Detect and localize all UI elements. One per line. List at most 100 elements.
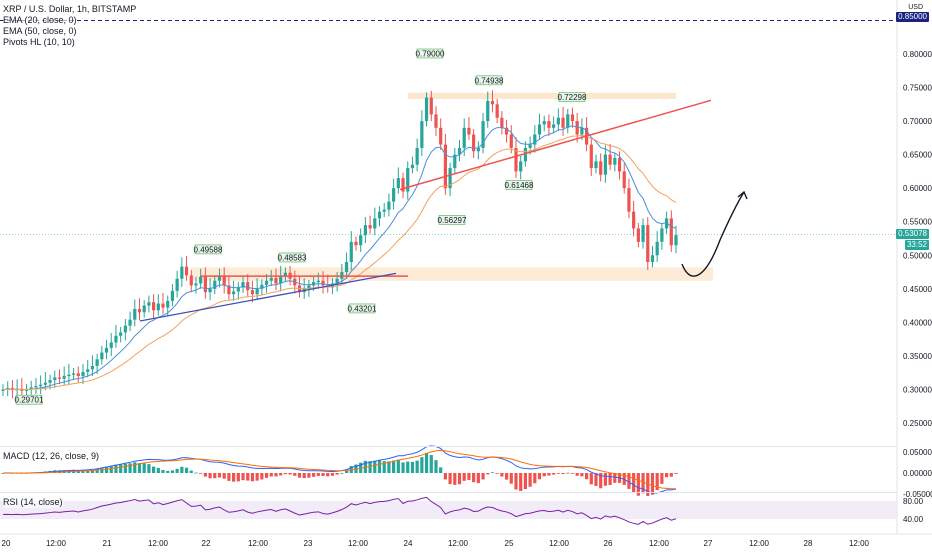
candle-body <box>646 225 650 262</box>
time-tick-label: 12:00 <box>749 539 770 548</box>
rsi-pane-divider[interactable] <box>0 492 897 493</box>
candle-body <box>260 284 264 289</box>
macd-bar <box>274 473 278 477</box>
time-tick-label: 12:00 <box>448 539 469 548</box>
macd-bar <box>133 462 137 473</box>
macd-bar <box>81 470 85 473</box>
macd-bar <box>486 473 490 475</box>
candle-body <box>269 278 273 281</box>
indicator-ema50-label[interactable]: EMA (50, close, 0) <box>3 26 77 37</box>
macd-bar <box>603 473 608 486</box>
macd-bar <box>443 473 447 480</box>
candle-body <box>443 144 447 189</box>
macd-tick-label: 0.00000 <box>903 469 932 478</box>
macd-bar <box>109 465 113 473</box>
candle-body <box>53 377 57 381</box>
candle-body <box>90 365 95 370</box>
candle-body <box>1 389 5 391</box>
price-tick-label: 0.80000 <box>903 50 932 59</box>
indicator-ema20-label[interactable]: EMA (20, close, 0) <box>3 15 77 26</box>
macd-bar <box>664 473 669 478</box>
pivot-label: 0.43201 <box>348 304 377 313</box>
macd-bar <box>627 473 631 489</box>
macd-bar <box>481 473 485 480</box>
macd-bar <box>260 473 264 480</box>
candle-body <box>655 241 659 256</box>
macd-bar <box>123 463 127 473</box>
candle-body <box>67 374 71 377</box>
candle-body <box>533 134 537 145</box>
macd-bar <box>128 463 132 473</box>
candle-body <box>279 276 283 284</box>
macd-bar <box>392 460 396 473</box>
time-tick-label: 24 <box>404 539 413 548</box>
macd-label[interactable]: MACD (12, 26, close, 9) <box>3 451 100 462</box>
macd-bar <box>674 473 678 474</box>
rsi-line <box>2 496 677 525</box>
price-tick-label: 0.75000 <box>903 84 932 93</box>
candle-body <box>462 127 466 148</box>
macd-bar <box>556 473 560 474</box>
macd-bar <box>250 473 255 482</box>
macd-tick-label: 0.05000 <box>903 448 932 457</box>
price-tick-label: 0.45000 <box>903 285 932 294</box>
pivot-label: 0.29701 <box>15 396 44 405</box>
macd-bar <box>533 473 537 484</box>
macd-bar <box>180 466 184 473</box>
time-tick-label: 12:00 <box>248 539 269 548</box>
candle-body <box>283 272 287 277</box>
rsi-label[interactable]: RSI (14, close) <box>3 497 63 508</box>
macd-bar <box>387 461 391 473</box>
candle-body <box>495 104 499 118</box>
price-tick-label: 0.70000 <box>903 117 932 126</box>
rsi-tick-label: 40.00 <box>903 515 924 524</box>
macd-bar <box>401 462 405 473</box>
candle-body <box>457 147 462 155</box>
macd-bar <box>189 470 193 473</box>
price-tick-label: 0.65000 <box>903 151 932 160</box>
candle-body <box>664 218 669 229</box>
macd-bar <box>269 473 273 477</box>
macd-bar <box>147 464 151 473</box>
macd-bar <box>453 473 457 485</box>
macd-bar <box>232 473 236 482</box>
macd-bar <box>293 473 297 476</box>
macd-bar <box>246 473 250 481</box>
candle-body <box>622 171 626 189</box>
candle-body <box>123 325 127 333</box>
time-tick-label: 12:00 <box>649 539 670 548</box>
candle-body <box>373 218 377 229</box>
time-tick-label: 12:00 <box>148 539 169 548</box>
candle-body <box>208 288 212 293</box>
candle-body <box>617 157 622 172</box>
macd-pane-divider[interactable] <box>0 446 897 447</box>
price-tick-label: 0.50000 <box>903 251 932 260</box>
time-tick-label: 23 <box>304 539 313 548</box>
candle-body <box>410 164 415 169</box>
candle-body <box>189 275 193 286</box>
time-tick-label: 21 <box>103 539 112 548</box>
candle-body <box>100 352 104 360</box>
price-tick-label: 0.35000 <box>903 352 932 361</box>
macd-bar <box>472 473 476 483</box>
candle-body <box>528 144 532 148</box>
time-tick-label: 26 <box>604 539 613 548</box>
macd-bar <box>283 473 287 475</box>
candle-body <box>354 241 358 246</box>
candle-body <box>472 134 476 152</box>
macd-bar <box>608 473 612 485</box>
macd-bar <box>519 473 523 491</box>
macd-bar <box>575 473 579 476</box>
candle-body <box>95 359 99 366</box>
candle-body <box>152 302 156 311</box>
macd-bar <box>368 461 372 473</box>
candle-body <box>519 161 523 172</box>
candle-body <box>650 255 655 262</box>
macd-bar <box>217 473 222 478</box>
pivot-label-box <box>15 394 43 405</box>
candle-body <box>537 124 542 135</box>
indicator-pivots-label[interactable]: Pivots HL (10, 10) <box>3 37 75 48</box>
symbol-title[interactable]: XRP / U.S. Dollar, 1h, BITSTAMP <box>3 4 137 15</box>
